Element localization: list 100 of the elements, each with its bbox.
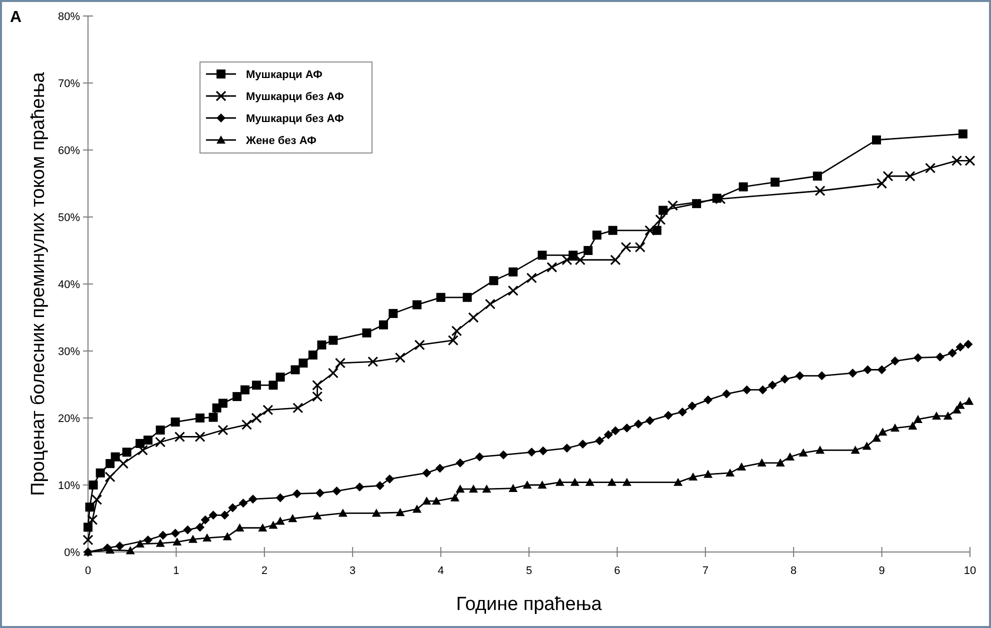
point	[664, 410, 673, 420]
point	[328, 368, 338, 378]
point	[435, 464, 444, 473]
point	[412, 504, 422, 513]
point	[172, 537, 182, 546]
point	[220, 510, 230, 520]
y-tick-label: 20%	[58, 412, 80, 425]
point	[456, 484, 465, 493]
point	[958, 129, 968, 138]
point	[258, 523, 268, 532]
point	[786, 452, 795, 460]
point	[634, 420, 643, 429]
point	[622, 478, 632, 486]
point	[368, 356, 378, 368]
point	[235, 523, 244, 532]
point	[396, 508, 405, 516]
point	[489, 276, 498, 286]
point	[908, 422, 918, 430]
point	[667, 200, 678, 211]
point	[196, 522, 205, 532]
point	[645, 416, 654, 426]
point	[432, 496, 441, 505]
x-tick-label: 6	[614, 565, 620, 577]
point	[292, 489, 302, 498]
point	[604, 430, 613, 440]
point	[118, 458, 129, 469]
x-axis-title: Године праћења	[456, 594, 602, 615]
point	[268, 380, 278, 390]
point	[394, 352, 406, 363]
point	[890, 356, 900, 366]
point	[688, 401, 697, 410]
point	[222, 532, 232, 540]
point	[578, 440, 588, 449]
point	[546, 262, 558, 273]
point	[715, 194, 726, 204]
point	[877, 365, 886, 374]
y-tick-label: 30%	[58, 346, 80, 358]
point	[218, 398, 228, 408]
point	[925, 162, 936, 174]
point	[964, 155, 976, 166]
point	[290, 365, 300, 374]
point	[228, 503, 238, 512]
x-tick-label: 8	[790, 565, 797, 577]
point	[592, 230, 602, 240]
point	[622, 424, 632, 433]
point	[795, 371, 804, 380]
point	[106, 545, 115, 554]
point	[562, 254, 572, 266]
point	[240, 385, 250, 394]
point	[170, 528, 180, 538]
point	[964, 396, 974, 405]
point	[312, 380, 323, 390]
legend-label: Мушкарци АФ	[246, 68, 322, 81]
point	[904, 170, 916, 182]
point	[288, 514, 298, 522]
point	[436, 292, 446, 302]
point	[678, 407, 687, 416]
point	[200, 515, 210, 524]
y-tick-label: 40%	[58, 278, 80, 291]
point	[155, 436, 166, 448]
point	[498, 450, 508, 460]
point	[276, 493, 285, 502]
point	[308, 350, 318, 360]
point	[655, 214, 666, 225]
point	[122, 448, 132, 457]
point	[414, 340, 425, 350]
point	[555, 478, 564, 486]
point	[252, 380, 261, 390]
x-tick-label: 1	[173, 565, 180, 577]
point	[315, 488, 324, 498]
point	[372, 508, 381, 517]
point	[722, 389, 732, 398]
point	[312, 391, 323, 402]
point	[757, 458, 766, 466]
point	[863, 365, 872, 374]
point	[422, 468, 432, 478]
point	[610, 254, 621, 266]
y-tick-label: 60%	[58, 144, 80, 157]
point	[538, 480, 547, 489]
legend-label: Мушкарци без АФ	[246, 90, 344, 103]
point	[688, 472, 698, 481]
y-tick-label: 80%	[58, 10, 80, 23]
x-tick-label: 0	[84, 565, 92, 577]
x-tick-label: 2	[261, 565, 268, 577]
point	[737, 462, 746, 471]
x-tick-label: 3	[350, 565, 356, 577]
point	[812, 172, 822, 181]
point	[610, 426, 620, 436]
point	[375, 481, 384, 490]
point	[913, 414, 922, 423]
point	[156, 426, 165, 435]
point	[644, 225, 656, 236]
point	[482, 484, 492, 493]
point	[538, 250, 547, 260]
point	[704, 395, 713, 404]
point	[726, 468, 735, 477]
x-tick-label: 7	[702, 565, 708, 577]
point	[158, 530, 168, 540]
point	[276, 516, 285, 525]
y-tick-label: 70%	[58, 78, 80, 90]
